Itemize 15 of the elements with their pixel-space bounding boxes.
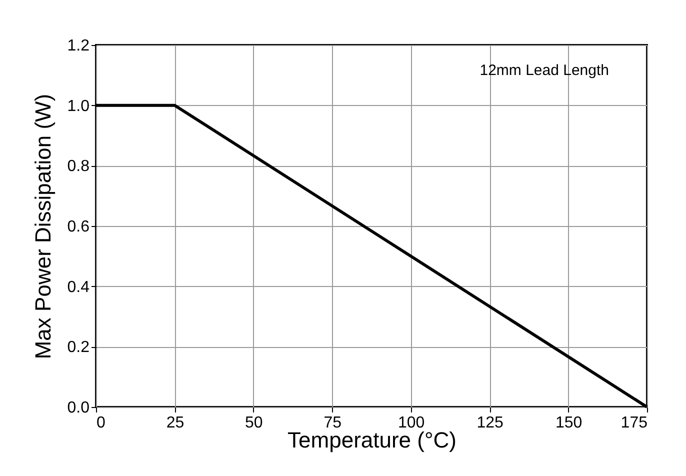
y-tick-label: 1.2: [67, 38, 90, 54]
y-tick-label: 0.4: [67, 278, 90, 296]
annotation: 12mm Lead Length: [480, 62, 609, 79]
y-axis-title: Max Power Dissipation (W): [30, 94, 56, 360]
y-tick-label: 0.0: [67, 400, 90, 416]
y-tick-label: 1.0: [67, 98, 90, 115]
x-tick-label: 25: [166, 414, 184, 432]
x-tick-label: 0: [96, 414, 106, 432]
x-tick-label: 150: [555, 414, 582, 432]
y-tick-label: 0.8: [67, 158, 90, 176]
x-tick-label: 175: [620, 414, 648, 432]
x-tick-label: 50: [245, 414, 263, 432]
y-tick-label: 0.2: [67, 339, 90, 356]
x-tick-label: 125: [476, 414, 504, 432]
y-tick-label: 0.6: [67, 218, 90, 236]
